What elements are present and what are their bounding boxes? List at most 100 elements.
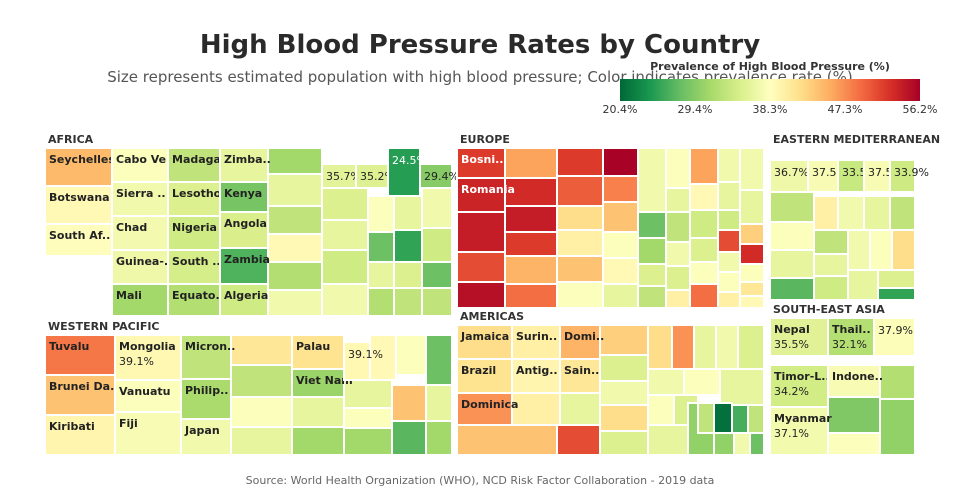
treemap-cell [837,159,865,193]
treemap-cell [425,420,453,456]
treemap-cell [739,223,765,245]
cell-country-label: Madaga.. [172,153,229,166]
cell-value-label: 37.1% [774,427,809,440]
treemap-cell [367,287,395,317]
treemap-cell [267,261,323,291]
cell-country-label: Vanuatu [119,385,171,398]
treemap-cell [180,334,232,380]
treemap-cell [769,249,815,279]
treemap-cell [813,229,849,255]
treemap-cell [769,364,829,408]
treemap-cell [602,147,639,177]
cell-country-label: Kiribati [49,420,95,433]
treemap-cell [267,147,323,175]
treemap-cell [665,241,691,267]
treemap-cell [456,424,558,456]
treemap-cell [647,324,673,370]
treemap-cell [717,271,741,293]
treemap-cell [827,432,881,456]
treemap-cell [114,411,182,456]
treemap-cell [737,324,765,370]
treemap-cell [827,364,881,398]
treemap-cell [556,229,604,257]
treemap-cell [689,261,719,285]
treemap-cell [863,195,891,231]
treemap-cell [647,368,685,396]
treemap-cell [739,295,765,309]
treemap-cell [559,392,601,426]
region-title: EASTERN MEDITERRANEAN [773,133,940,146]
treemap-cell [637,147,667,213]
treemap-cell [879,398,916,456]
treemap-cell [369,334,397,381]
treemap-cell [230,334,293,366]
cell-value-label: 29.4% [424,170,459,183]
cell-country-label: Brazil [461,364,496,377]
treemap-cell [717,229,741,253]
treemap-cell [267,289,323,317]
cell-value-label: 33.9% [894,166,929,179]
treemap-cell [291,396,345,428]
cell-value-label: 35.5% [774,338,809,351]
cell-country-label: Nepal [774,323,810,336]
treemap-cell [114,334,182,381]
treemap-cell [873,317,916,357]
treemap-cell [719,368,765,406]
cell-country-label: Micron.. [185,340,235,353]
treemap-cell [671,324,695,370]
cell-country-label: Mali [116,289,142,302]
cell-country-label: Philip.. [185,384,228,397]
treemap-cell [827,396,881,434]
treemap-cell [180,378,232,420]
treemap-cell [665,265,691,291]
cell-country-label: Guinea-.. [116,255,172,268]
cell-country-label: Cabo Ve.. [116,153,175,166]
treemap-cell [813,195,839,231]
treemap-cell [813,253,849,277]
region-title: AFRICA [48,133,94,146]
treemap-cell [637,285,667,309]
treemap-cell [602,201,639,233]
treemap-cell [602,175,639,203]
treemap-cell [511,392,561,426]
treemap-cell [637,263,667,287]
treemap-cell [321,219,369,251]
chart-title: High Blood Pressure Rates by Country [199,30,761,60]
cell-country-label: Tuvalu [49,340,89,353]
treemap-cell [559,358,601,394]
treemap-cell [556,281,604,309]
treemap-cell [739,263,765,283]
cell-country-label: Algeria [224,289,268,302]
treemap-cell [321,283,369,317]
colorbar-title: Prevalence of High Blood Pressure (%) [650,60,890,73]
cell-value-label: 37.9% [878,324,913,337]
treemap-cell [847,229,871,271]
treemap-cell [456,251,506,283]
colorbar-tick-label: 56.2% [902,103,938,116]
treemap-cell [637,237,667,265]
treemap-cell [739,189,765,225]
treemap-cell [665,211,691,243]
cell-value-label: 35.2% [360,170,395,183]
treemap-cell [167,283,221,317]
region-title: EUROPE [460,133,510,146]
treemap-cell [456,147,506,179]
treemap-cell [321,249,369,285]
treemap-cell [689,147,719,185]
treemap-cell [665,187,691,213]
treemap-cell [504,205,558,233]
treemap-cell [419,163,453,189]
cell-country-label: Japan [184,424,220,437]
treemap-cell [739,243,765,265]
treemap-cell [511,324,561,360]
cell-country-label: Dominica [461,398,518,411]
treemap-cell [733,432,751,456]
cell-country-label: Sierra .. [116,187,166,200]
source-note: Source: World Health Organization (WHO),… [245,474,715,487]
cell-country-label: Palau [296,340,330,353]
treemap-cell [637,211,667,239]
cell-country-label: Kenya [224,187,262,200]
treemap-cell [713,402,733,434]
cell-country-label: Domi.. [564,330,604,343]
treemap-cell [889,159,916,193]
